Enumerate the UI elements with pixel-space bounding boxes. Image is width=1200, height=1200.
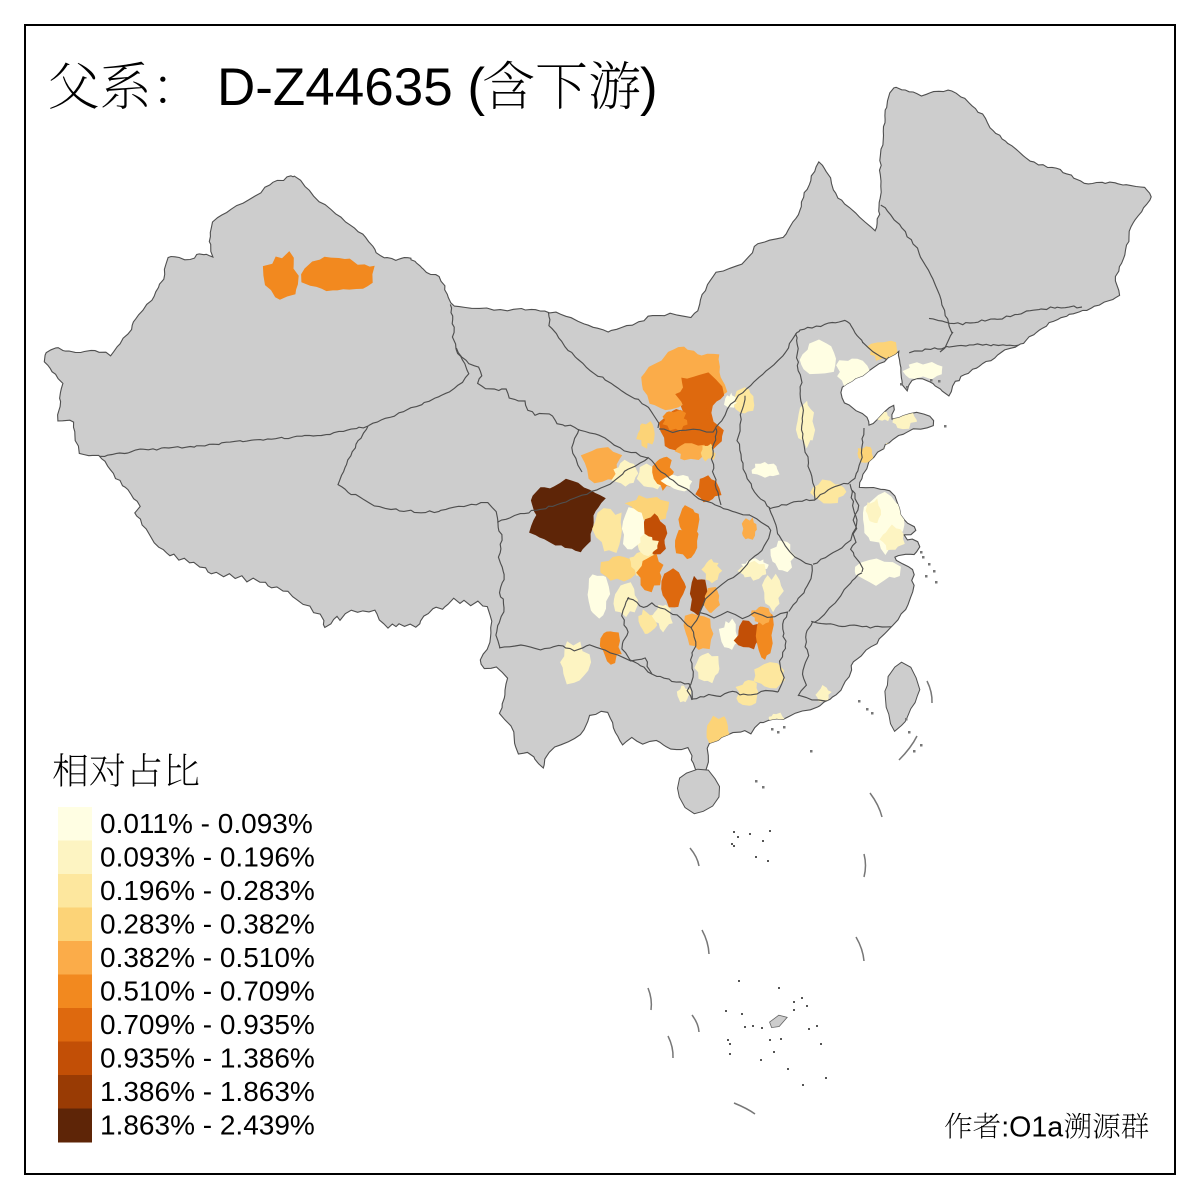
svg-text:0.935% - 1.386%: 0.935% - 1.386% [100, 1042, 315, 1073]
svg-text:0.283% - 0.382%: 0.283% - 0.382% [100, 908, 315, 939]
svg-text:0.382% - 0.510%: 0.382% - 0.510% [100, 942, 315, 973]
svg-text:1.386% - 1.863%: 1.386% - 1.863% [100, 1076, 315, 1107]
svg-text:1.863% - 2.439%: 1.863% - 2.439% [100, 1109, 315, 1140]
svg-text:0.510% - 0.709%: 0.510% - 0.709% [100, 975, 315, 1006]
svg-text:0.709% - 0.935%: 0.709% - 0.935% [100, 1009, 315, 1040]
svg-text:0.196% - 0.283%: 0.196% - 0.283% [100, 875, 315, 906]
svg-text:): ) [640, 58, 658, 117]
svg-text:0.011% - 0.093%: 0.011% - 0.093% [100, 808, 313, 839]
svg-text::O1a: :O1a [1001, 1112, 1063, 1144]
svg-text:D-Z44635 (: D-Z44635 ( [217, 58, 485, 117]
svg-text:0.093% - 0.196%: 0.093% - 0.196% [100, 841, 315, 872]
